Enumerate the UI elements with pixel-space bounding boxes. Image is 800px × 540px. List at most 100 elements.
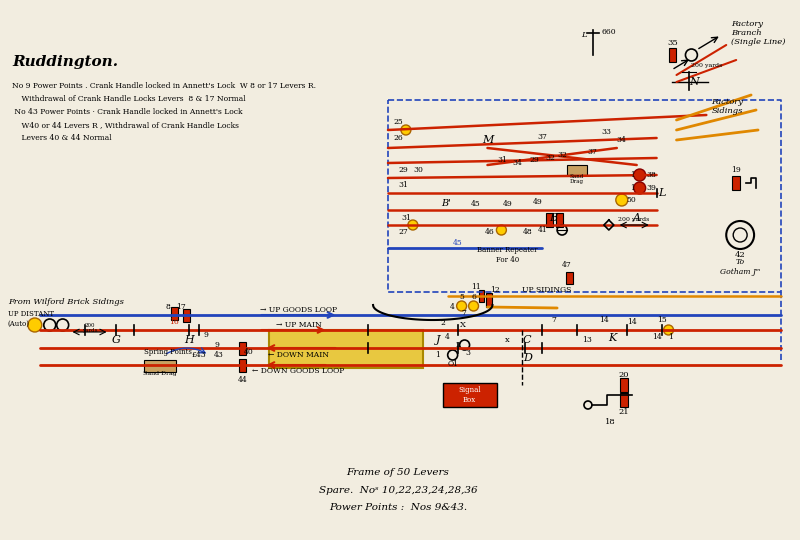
Bar [442,383,498,407]
Text: Levers 40 & 44 Normal: Levers 40 & 44 Normal [12,134,111,142]
Text: (Auto): (Auto) [8,320,30,328]
Text: UP DISTANT: UP DISTANT [8,310,54,318]
Text: M: M [482,135,493,145]
Text: 200 yards: 200 yards [618,218,650,222]
Text: 3: 3 [465,349,470,357]
Text: 48: 48 [522,228,532,236]
Bar [566,272,573,284]
Circle shape [401,125,411,135]
Text: From Wilford Brick Sidings: From Wilford Brick Sidings [8,298,124,306]
Text: 30: 30 [413,166,422,174]
Text: B: B [549,213,557,223]
Text: 46: 46 [485,228,494,236]
Text: → UP GOODS LOOP: → UP GOODS LOOP [260,306,337,314]
Circle shape [457,301,466,311]
Text: Factory
Branch
(Single Line): Factory Branch (Single Line) [731,20,786,46]
Text: To
Gotham Jᵐ: To Gotham Jᵐ [720,259,761,275]
Text: 42: 42 [734,251,746,259]
Text: 2: 2 [455,341,460,349]
Text: Spare.  Noˢ 10,22,23,24,28,36: Spare. Noˢ 10,22,23,24,28,36 [318,486,478,495]
Bar [620,378,628,392]
Text: x: x [505,336,510,344]
Text: 18: 18 [606,418,616,426]
Circle shape [28,318,42,332]
Text: 50: 50 [627,196,637,204]
Text: 20: 20 [618,371,629,379]
Text: N: N [690,77,699,87]
Text: J: J [435,335,440,345]
Text: 1: 1 [435,351,440,359]
Circle shape [616,194,628,206]
Text: 9: 9 [214,341,219,349]
Text: K: K [608,333,616,343]
Text: 15: 15 [657,316,666,324]
Circle shape [663,325,674,335]
Text: Signal
Box: Signal Box [458,387,481,403]
Text: 13: 13 [582,336,592,344]
Circle shape [634,182,646,194]
Bar [620,393,628,407]
Text: 31: 31 [398,181,408,189]
Text: 4: 4 [450,303,455,311]
Text: 43: 43 [214,351,224,359]
Text: 27: 27 [398,228,408,236]
Text: 29: 29 [530,156,539,164]
Text: No 43 Power Points · Crank Handle locked in Annett's Lock: No 43 Power Points · Crank Handle locked… [12,108,242,116]
Text: Frame of 50 Levers: Frame of 50 Levers [346,468,450,477]
Text: 33: 33 [602,128,612,136]
Text: Sand Drag: Sand Drag [143,372,177,376]
Bar [546,213,553,227]
Text: 8: 8 [166,303,170,311]
Text: 4: 4 [446,333,450,341]
Text: 1: 1 [630,184,635,192]
Text: 35: 35 [667,39,678,47]
Text: 200 yards: 200 yards [690,63,722,68]
Text: C: C [523,335,531,345]
Text: X: X [460,321,466,329]
Text: 200
yards: 200 yards [82,322,98,333]
Bar [669,48,677,62]
Text: 40: 40 [244,348,254,356]
Text: 49: 49 [502,200,512,208]
Text: B': B' [441,199,450,207]
Text: 37: 37 [538,133,547,141]
Circle shape [408,220,418,230]
Text: 7: 7 [461,309,466,317]
Text: 6: 6 [471,293,476,301]
Bar [144,360,176,372]
Text: → UP MAIN: → UP MAIN [275,321,322,329]
Text: 17: 17 [176,303,186,311]
Text: 38: 38 [646,171,657,179]
Text: 11: 11 [470,283,481,291]
Text: 16: 16 [170,318,179,326]
Text: A: A [633,213,641,223]
Text: 41: 41 [538,226,547,234]
Bar [182,308,190,321]
Bar [478,290,485,302]
Text: 7: 7 [552,316,557,324]
Bar [556,213,562,227]
Text: L: L [582,31,587,39]
Bar [567,165,587,175]
Text: 14: 14 [652,333,662,341]
Text: 45: 45 [470,200,481,208]
Text: 32: 32 [546,154,555,162]
Text: Ruddington.: Ruddington. [12,55,118,69]
Text: UP SIDINGS: UP SIDINGS [522,286,572,294]
Circle shape [469,301,478,311]
Text: L: L [658,188,666,198]
Bar [269,330,423,368]
Text: 47: 47 [562,261,572,269]
Text: 49: 49 [532,198,542,206]
Text: Spring Points: Spring Points [144,348,192,356]
Circle shape [634,169,646,181]
Text: 45: 45 [453,239,462,247]
Text: Factory
Sidings: Factory Sidings [711,98,743,115]
Text: Banner Repeater
For 40: Banner Repeater For 40 [477,246,538,264]
Text: 29: 29 [398,166,408,174]
Text: H: H [184,335,194,345]
Text: 26: 26 [393,134,403,142]
Text: Power Points :  Nos 9&43.: Power Points : Nos 9&43. [329,503,467,512]
Text: 32: 32 [557,151,567,159]
Text: 14: 14 [599,316,609,324]
